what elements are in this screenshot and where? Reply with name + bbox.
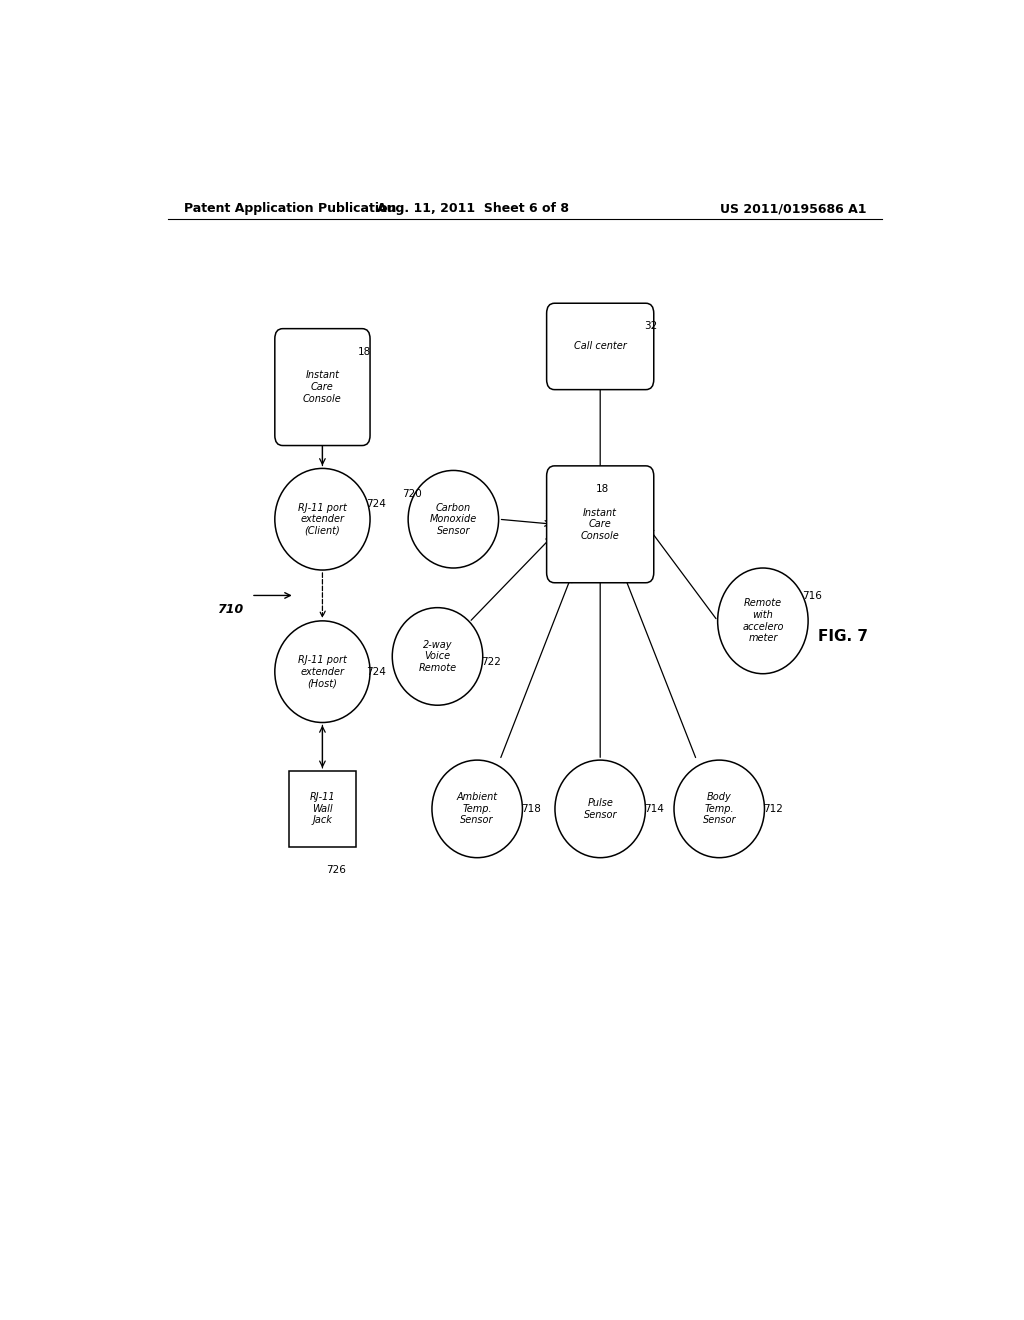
Text: 714: 714 <box>644 804 664 814</box>
Text: 718: 718 <box>521 804 541 814</box>
Text: RJ-11 port
extender
(Host): RJ-11 port extender (Host) <box>298 655 347 688</box>
Text: 720: 720 <box>401 488 422 499</box>
Text: Carbon
Monoxide
Sensor: Carbon Monoxide Sensor <box>430 503 477 536</box>
Text: Patent Application Publication: Patent Application Publication <box>183 202 396 215</box>
Ellipse shape <box>392 607 482 705</box>
Text: Ambient
Temp.
Sensor: Ambient Temp. Sensor <box>457 792 498 825</box>
Text: 726: 726 <box>327 865 346 875</box>
Text: Pulse
Sensor: Pulse Sensor <box>584 799 616 820</box>
Text: 18: 18 <box>358 347 372 356</box>
Text: Instant
Care
Console: Instant Care Console <box>303 371 342 404</box>
FancyBboxPatch shape <box>547 304 653 389</box>
Ellipse shape <box>718 568 808 673</box>
Text: RJ-11 port
extender
(Client): RJ-11 port extender (Client) <box>298 503 347 536</box>
Ellipse shape <box>409 470 499 568</box>
FancyBboxPatch shape <box>547 466 653 582</box>
Text: Remote
with
accelero
meter: Remote with accelero meter <box>742 598 783 643</box>
Text: 710: 710 <box>217 602 243 615</box>
Text: US 2011/0195686 A1: US 2011/0195686 A1 <box>720 202 866 215</box>
Text: RJ-11
Wall
Jack: RJ-11 Wall Jack <box>309 792 335 825</box>
Text: 18: 18 <box>596 484 609 494</box>
Ellipse shape <box>274 469 370 570</box>
Text: Instant
Care
Console: Instant Care Console <box>581 508 620 541</box>
Text: 724: 724 <box>367 499 386 510</box>
FancyBboxPatch shape <box>274 329 370 446</box>
Text: 32: 32 <box>644 321 657 331</box>
Ellipse shape <box>555 760 645 858</box>
Ellipse shape <box>274 620 370 722</box>
Text: FIG. 7: FIG. 7 <box>818 628 868 644</box>
Text: 716: 716 <box>803 590 822 601</box>
Text: 722: 722 <box>481 656 501 667</box>
Text: Call center: Call center <box>573 342 627 351</box>
Ellipse shape <box>674 760 765 858</box>
Text: 712: 712 <box>763 804 782 814</box>
Text: Aug. 11, 2011  Sheet 6 of 8: Aug. 11, 2011 Sheet 6 of 8 <box>377 202 569 215</box>
Text: 724: 724 <box>367 667 386 677</box>
Text: Body
Temp.
Sensor: Body Temp. Sensor <box>702 792 736 825</box>
Text: 2-way
Voice
Remote: 2-way Voice Remote <box>419 640 457 673</box>
Ellipse shape <box>432 760 522 858</box>
Bar <box>289 771 356 847</box>
